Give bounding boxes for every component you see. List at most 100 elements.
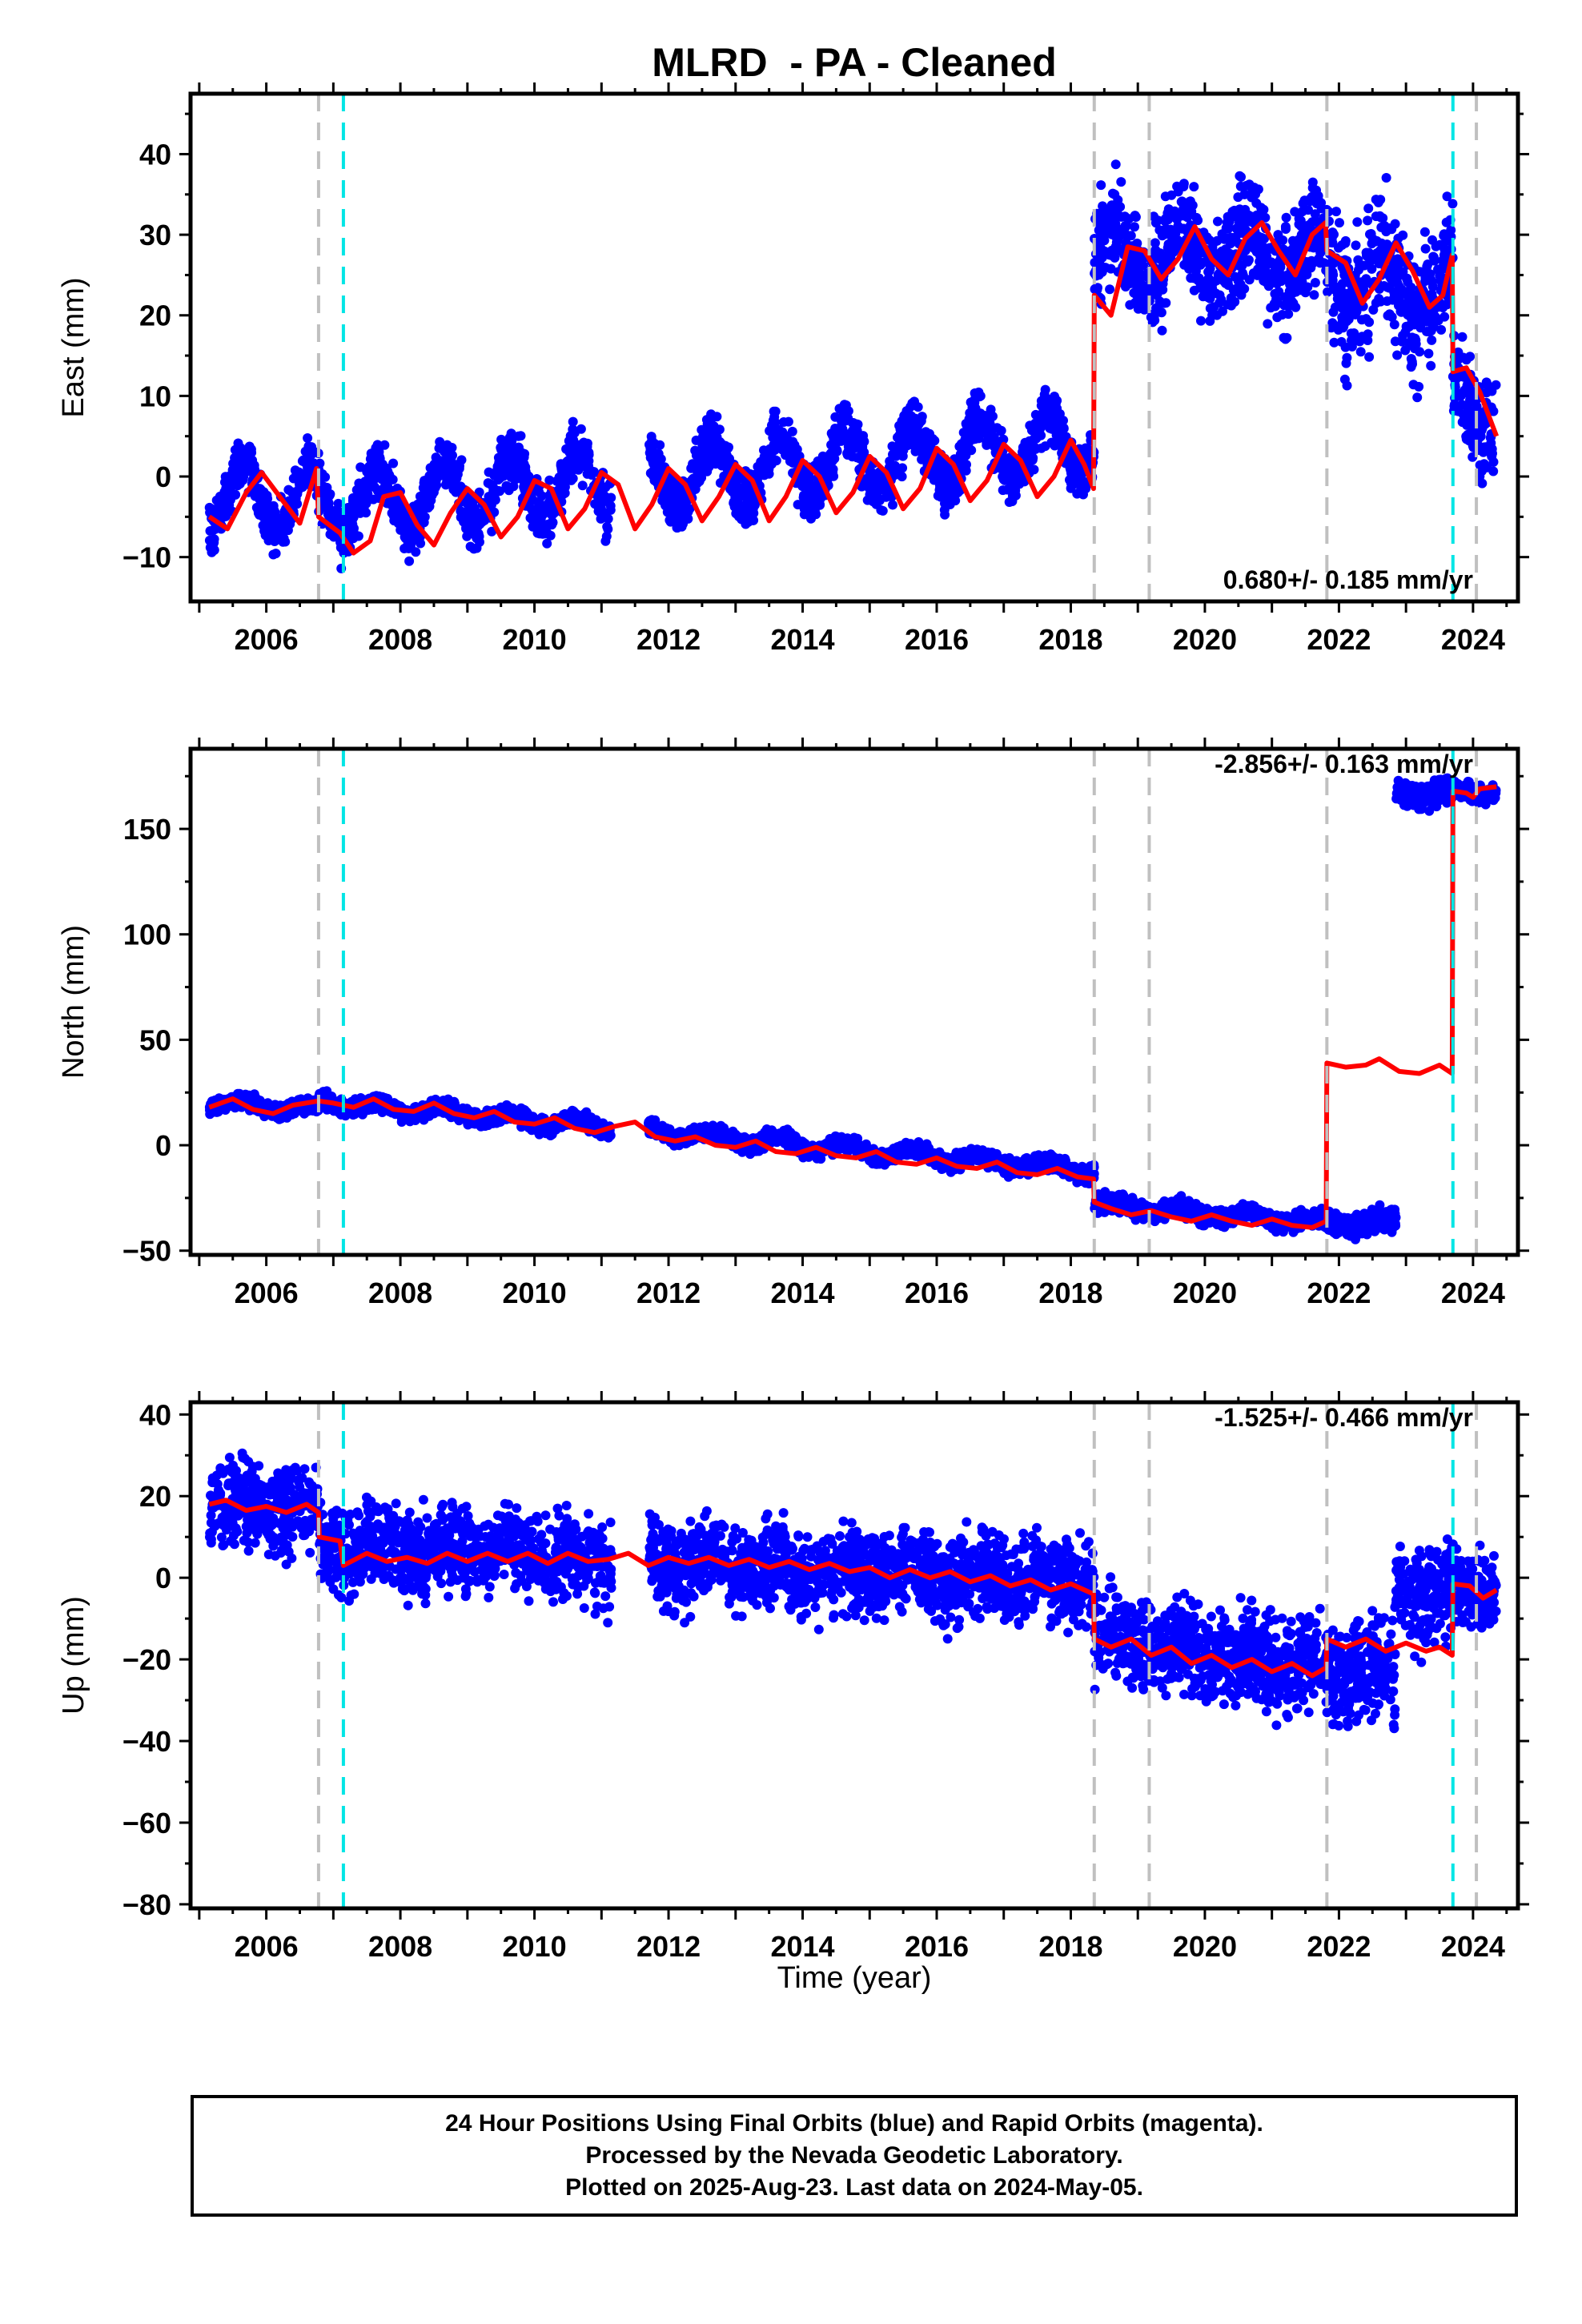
data-point <box>283 519 293 529</box>
data-point <box>1393 271 1403 282</box>
data-point <box>890 460 900 471</box>
data-point <box>921 442 932 452</box>
data-point <box>1158 298 1169 308</box>
plot-frame <box>188 91 1520 604</box>
data-point <box>1335 286 1346 296</box>
data-point <box>1212 235 1223 246</box>
data-point <box>1162 243 1173 253</box>
data-point <box>1004 497 1014 507</box>
data-point <box>1374 294 1384 304</box>
data-point <box>1428 251 1439 262</box>
data-point <box>510 458 520 468</box>
data-point <box>464 517 474 527</box>
data-point <box>1363 203 1374 214</box>
data-point <box>516 431 526 441</box>
data-point <box>535 509 545 520</box>
data-point <box>446 465 456 475</box>
data-point <box>1290 207 1300 217</box>
data-point <box>1465 396 1476 407</box>
data-point <box>594 485 604 496</box>
data-point <box>260 530 271 541</box>
data-point <box>674 521 685 531</box>
data-point <box>1422 261 1432 271</box>
data-point <box>1239 283 1250 294</box>
data-point <box>923 431 934 441</box>
data-point <box>1352 217 1363 227</box>
data-point <box>569 428 580 438</box>
data-point <box>1173 187 1183 197</box>
data-point <box>894 430 905 440</box>
data-point <box>333 498 343 509</box>
data-point <box>371 455 381 465</box>
data-point <box>647 436 657 445</box>
data-point <box>1439 229 1449 239</box>
data-point <box>1105 209 1115 219</box>
data-point <box>1406 354 1416 364</box>
data-point <box>1365 229 1375 239</box>
data-point <box>1373 197 1383 207</box>
data-point <box>427 488 437 498</box>
data-point <box>1227 233 1237 243</box>
x-tick-label: 2006 <box>235 623 299 656</box>
data-point <box>1491 380 1501 390</box>
data-point <box>1463 429 1473 440</box>
data-point <box>259 505 269 516</box>
data-point <box>259 487 269 497</box>
data-point <box>1110 159 1121 170</box>
x-tick-label: 2014 <box>770 623 834 656</box>
data-point <box>541 520 551 530</box>
data-point <box>323 498 334 509</box>
data-point <box>841 400 851 410</box>
data-point <box>1193 215 1203 226</box>
data-point <box>603 524 613 534</box>
data-point <box>484 467 494 477</box>
data-point <box>542 538 552 549</box>
data-point <box>1355 347 1366 357</box>
data-point <box>1230 284 1240 295</box>
data-point <box>410 528 420 537</box>
data-point <box>1191 246 1202 256</box>
data-point <box>1130 298 1140 308</box>
data-point <box>698 432 708 442</box>
data-point <box>689 478 700 489</box>
data-point <box>361 508 371 518</box>
data-point <box>1034 426 1044 436</box>
data-point <box>508 481 519 492</box>
data-point <box>770 406 781 416</box>
data-point <box>709 446 719 456</box>
data-point <box>1308 243 1319 253</box>
data-point <box>730 485 741 495</box>
data-point <box>563 456 573 466</box>
data-point <box>432 467 442 476</box>
data-point <box>593 506 604 517</box>
data-point <box>1072 489 1082 499</box>
data-point <box>837 432 848 442</box>
data-point <box>303 433 313 443</box>
plot-area <box>204 159 1501 573</box>
data-point <box>1025 420 1035 431</box>
data-point <box>759 470 769 480</box>
data-point <box>1488 466 1499 476</box>
data-point <box>1434 267 1444 277</box>
data-point <box>1283 275 1293 285</box>
data-point <box>1456 391 1466 401</box>
data-point <box>568 442 579 452</box>
data-point <box>701 464 711 475</box>
data-point <box>680 512 690 522</box>
data-point <box>1266 303 1276 313</box>
data-point <box>1363 215 1373 226</box>
data-point <box>1243 256 1253 267</box>
y-axis-label: East (mm) <box>57 277 90 417</box>
data-point <box>911 432 921 443</box>
data-point <box>1419 227 1430 237</box>
data-point <box>1220 278 1231 288</box>
data-point <box>496 471 506 481</box>
data-point <box>1096 180 1106 191</box>
data-point <box>498 457 508 468</box>
data-point <box>1189 182 1199 192</box>
data-point <box>1283 309 1294 320</box>
data-point <box>223 476 234 487</box>
data-point <box>1027 442 1038 452</box>
data-point <box>1433 316 1443 326</box>
data-point <box>1338 323 1348 333</box>
